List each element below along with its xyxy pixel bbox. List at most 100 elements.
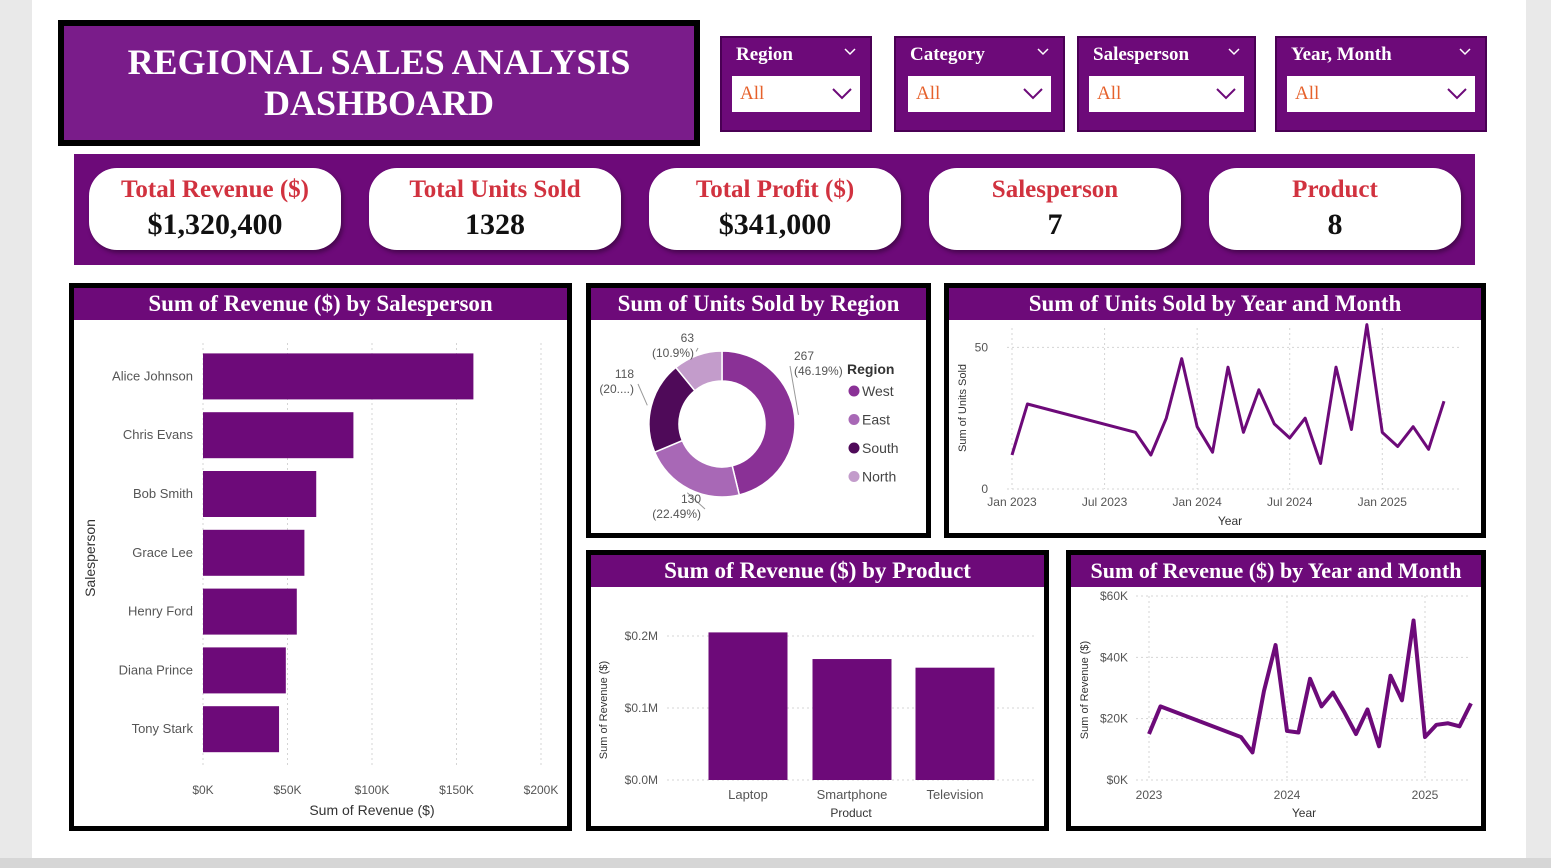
x-tick-label: 2024: [1274, 788, 1301, 802]
x-tick-label: Jul 2023: [1082, 495, 1128, 509]
units-by-region-panel: Sum of Units Sold by Region 267 (46.19%) 1…: [586, 283, 931, 538]
kpi-band: Total Revenue ($) $1,320,400 Total Units…: [74, 154, 1475, 265]
x-axis-label: Product: [830, 806, 872, 820]
x-tick-label: 2025: [1412, 788, 1439, 802]
y-tick-label: Tony Stark: [132, 721, 194, 736]
chart-title: Sum of Revenue ($) by Year and Month: [1071, 555, 1481, 587]
year-month-slicer-label: Year, Month: [1291, 44, 1392, 65]
chart-title: Sum of Units Sold by Region: [591, 288, 926, 320]
y-axis-label: Sum of Units Sold: [957, 364, 969, 452]
y-tick-label: $0K: [1107, 773, 1128, 787]
chart-title: Sum of Revenue ($) by Product: [591, 555, 1044, 587]
chevron-down-icon[interactable]: [832, 88, 852, 100]
kpi-value: $1,320,400: [147, 208, 283, 241]
x-tick-label: Smartphone: [817, 787, 888, 802]
year-month-dropdown-value: All: [1295, 83, 1320, 104]
category-slicer[interactable]: Category All: [894, 36, 1065, 132]
revenue-by-product-panel: Sum of Revenue ($) by Product $0.0M $0.1M…: [586, 550, 1049, 831]
kpi-label: Total Units Sold: [409, 176, 581, 203]
revenue-by-month-chart: $0K $20K $40K $60K 2023 2024 2025 Year Sum of Re…: [1079, 589, 1473, 820]
legend-label: North: [862, 469, 896, 485]
leader-line: [686, 492, 706, 510]
chevron-down-icon[interactable]: [1216, 88, 1236, 100]
x-tick-label: Jan 2024: [1172, 495, 1222, 509]
bar: [812, 659, 892, 780]
title-line-1: REGIONAL SALES ANALYSIS: [127, 42, 631, 82]
y-tick-label: $0.1M: [625, 701, 658, 715]
salesperson-dropdown[interactable]: All: [1089, 76, 1244, 112]
kpi-card-product: Product 8: [1209, 168, 1461, 250]
bottom-strip: [0, 858, 1551, 868]
kpi-label: Total Profit ($): [695, 176, 855, 203]
x-tick-label: $150K: [439, 783, 474, 797]
leader-line: [637, 383, 648, 406]
kpi-card-total-revenue: Total Revenue ($) $1,320,400: [89, 168, 341, 250]
chevron-down-icon[interactable]: [844, 48, 856, 56]
revenue-by-product-chart: $0.0M $0.1M $0.2M Laptop Smartphone Televisio…: [598, 629, 1036, 820]
chevron-down-icon[interactable]: [1037, 48, 1049, 56]
data-label-percent: (20....): [599, 382, 634, 396]
data-label-value: 267: [794, 349, 814, 363]
y-tick-label: $0.2M: [625, 629, 658, 643]
x-tick-label: $100K: [355, 783, 390, 797]
kpi-value: 1328: [465, 208, 525, 241]
y-tick-label: $0.0M: [625, 773, 658, 787]
x-axis-label: Year: [1292, 806, 1316, 820]
x-tick-label: Television: [926, 787, 983, 802]
region-dropdown[interactable]: All: [732, 76, 860, 112]
x-tick-label: Jul 2024: [1267, 495, 1313, 509]
x-axis-label: Sum of Revenue ($): [309, 802, 434, 818]
bar: [203, 588, 297, 635]
kpi-label: Salesperson: [991, 176, 1119, 203]
y-tick-label: 50: [975, 340, 989, 354]
chevron-down-icon[interactable]: [1228, 48, 1240, 56]
y-tick-label: $40K: [1100, 650, 1128, 664]
kpi-value: $341,000: [718, 208, 832, 241]
year-month-dropdown[interactable]: All: [1287, 76, 1475, 112]
title-line-2: DASHBOARD: [263, 83, 495, 123]
revenue-by-month-panel: Sum of Revenue ($) by Year and Month $0K…: [1066, 550, 1486, 831]
y-tick-label: Grace Lee: [132, 545, 193, 560]
units-by-month-chart: 0 50 Jan 2023 Jul 2023 Jan 2024 Jul 2024 Jan 2…: [957, 323, 1459, 528]
data-label-value: 118: [615, 367, 634, 381]
y-tick-label: Henry Ford: [128, 604, 193, 619]
y-tick-label: 0: [981, 482, 988, 496]
bar: [203, 412, 354, 459]
data-label-value: 130: [681, 492, 701, 506]
chevron-down-icon[interactable]: [1447, 88, 1467, 100]
legend-label: East: [862, 412, 890, 428]
x-axis-label: Year: [1218, 514, 1242, 528]
salesperson-slicer[interactable]: Salesperson All: [1077, 36, 1256, 132]
chevron-down-icon[interactable]: [1459, 48, 1471, 56]
salesperson-slicer-label: Salesperson: [1093, 44, 1190, 65]
category-dropdown[interactable]: All: [908, 76, 1051, 112]
region-slicer[interactable]: Region All: [720, 36, 872, 132]
bar: [203, 471, 317, 517]
revenue-by-salesperson-chart: $0K $50K $100K $150K $200K Alice Johnson Chris…: [82, 343, 559, 818]
kpi-value: 7: [1047, 208, 1063, 241]
data-label-percent: (46.19%): [794, 364, 843, 378]
y-axis-label: Salesperson: [82, 519, 98, 597]
legend-title: Region: [847, 361, 894, 377]
kpi-card-total-units: Total Units Sold 1328: [369, 168, 621, 250]
donut-slice: [674, 350, 723, 392]
chart-title: Sum of Units Sold by Year and Month: [949, 288, 1481, 320]
category-dropdown-value: All: [916, 83, 941, 104]
salesperson-dropdown-value: All: [1097, 83, 1122, 104]
x-tick-label: $0K: [192, 783, 213, 797]
kpi-value: 8: [1327, 208, 1343, 241]
x-tick-label: $50K: [273, 783, 301, 797]
y-tick-label: Alice Johnson: [112, 368, 193, 383]
year-month-slicer[interactable]: Year, Month All: [1275, 36, 1487, 132]
series-line: [1010, 323, 1446, 465]
kpi-label: Product: [1292, 176, 1378, 203]
data-label-percent: (22.49%): [652, 507, 701, 521]
chevron-down-icon[interactable]: [1023, 88, 1043, 100]
y-tick-label: $60K: [1100, 589, 1128, 603]
y-axis-label: Sum of Revenue ($): [598, 661, 610, 759]
legend-label: West: [862, 383, 894, 399]
legend-marker: [848, 442, 860, 454]
kpi-label: Total Revenue ($): [121, 176, 309, 203]
x-tick-label: $200K: [524, 783, 559, 797]
y-tick-label: $20K: [1100, 712, 1128, 726]
